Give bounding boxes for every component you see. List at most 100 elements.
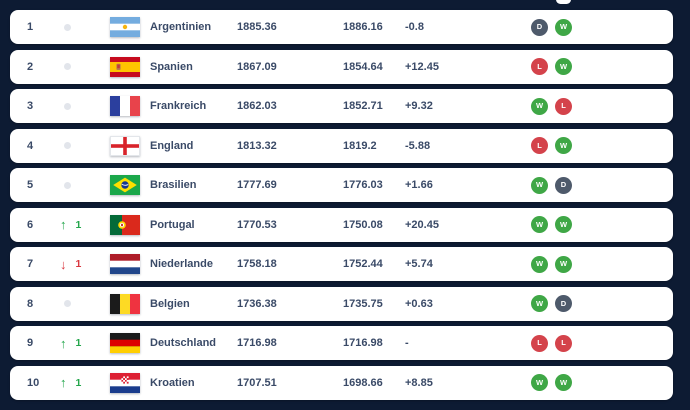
no-change-dot-icon [64,300,71,307]
points-change: +12.45 [405,60,439,73]
up-arrow-icon: ↑ [60,335,67,351]
form-badge-d: D [555,176,572,194]
up-arrow-icon: ↑ [60,375,67,390]
no-change-dot-icon [64,102,71,110]
previous-points: 1752.44 [343,258,383,270]
country-name: Frankreich [150,100,207,112]
rank-number: 2 [27,60,34,73]
down-arrow-icon: ↓ [60,256,67,272]
spain-flag-icon [110,56,140,77]
country-name: Belgien [150,297,190,310]
rank-number: 6 [27,218,34,231]
points-change: -0.8 [405,21,424,33]
total-points: 1716.98 [237,337,277,349]
no-change-dot-icon [64,63,71,70]
form-badge-w: W [555,216,572,233]
previous-points: 1854.64 [343,60,383,73]
form-badge-l: L [555,334,572,352]
form-badge-w: W [531,216,548,233]
rank-number: 10 [27,376,40,389]
previous-points: 1819.2 [343,139,377,152]
total-points: 1777.69 [237,179,277,191]
france-flag-icon [110,96,140,116]
rank-change-indicator: ↓ 1 [60,247,96,281]
rank-change-indicator: ↑ 1 [60,208,96,242]
form-badge-w: W [531,255,548,273]
points-change: +1.66 [405,179,433,191]
form-badge-w: W [555,374,572,391]
form-badge-w: W [531,97,548,115]
ranking-row[interactable]: 7 ↓ 1 Niederlande 1758.18 1752.44 +5.74 W… [10,247,673,281]
no-change-dot-icon [64,23,71,31]
points-change: +9.32 [405,100,433,112]
form-badge-w: W [555,255,572,273]
previous-points: 1698.66 [343,376,383,389]
points-change: -5.88 [405,139,431,152]
rank-change-indicator [60,168,96,202]
country-name: Brasilien [150,179,197,191]
previous-points: 1735.75 [343,297,383,310]
cutoff-ui-fragment [556,0,571,4]
brazil-flag-icon [110,175,140,195]
previous-points: 1776.03 [343,179,383,191]
total-points: 1736.38 [237,297,277,310]
up-arrow-icon: ↑ [60,217,67,232]
rank-change-value: 1 [75,218,82,231]
total-points: 1707.51 [237,376,277,389]
rank-change-value: 1 [75,376,82,389]
previous-points: 1886.16 [343,21,383,33]
england-flag-icon [110,135,140,156]
form-badge-w: W [531,176,548,194]
portugal-flag-icon [110,214,140,235]
no-change-dot-icon [64,181,71,189]
rank-change-value: 1 [75,258,82,270]
rank-number: 9 [27,337,34,349]
points-change: +0.63 [405,297,433,310]
total-points: 1885.36 [237,21,277,33]
form-badge-w: W [555,137,572,154]
points-change: - [405,337,409,349]
form-badge-d: D [555,295,572,312]
form-badge-l: L [555,97,572,115]
rank-change-indicator: ↑ 1 [60,326,96,360]
country-name: Niederlande [150,258,213,270]
rank-change-indicator [60,50,96,84]
form-badge-l: L [531,137,548,154]
points-change: +8.85 [405,376,433,389]
total-points: 1862.03 [237,100,277,112]
rank-change-indicator: ↑ 1 [60,366,96,400]
previous-points: 1716.98 [343,337,383,349]
country-name: Deutschland [150,337,217,349]
rank-number: 7 [27,258,34,270]
no-change-dot-icon [64,142,71,149]
points-change: +20.45 [405,218,439,231]
previous-points: 1852.71 [343,100,383,112]
points-change: +5.74 [405,258,433,270]
rank-change-indicator [60,129,96,163]
rank-number: 4 [27,139,34,152]
rank-change-indicator [60,287,96,321]
form-badge-w: W [555,58,572,75]
rank-change-value: 1 [75,337,82,349]
rank-number: 5 [27,179,34,191]
